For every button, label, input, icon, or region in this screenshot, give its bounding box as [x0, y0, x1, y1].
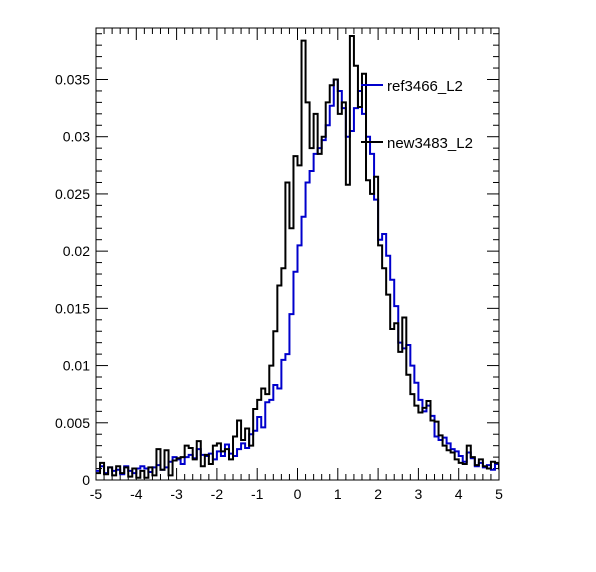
x-tick-label: -4 — [130, 486, 143, 502]
y-tick-label: 0 — [82, 472, 90, 488]
x-tick-labels: -5 -4 -3 -2 -1 0 1 2 3 4 5 — [90, 486, 503, 502]
x-tick-label: -1 — [251, 486, 264, 502]
y-tick-label: 0.03 — [63, 129, 90, 145]
x-tick-label: 3 — [415, 486, 423, 502]
y-tick-label: 0.035 — [55, 71, 90, 87]
series-line-1 — [96, 35, 499, 479]
x-tick-label: 1 — [334, 486, 342, 502]
x-tick-label: -2 — [211, 486, 224, 502]
y-tick-label: 0.025 — [55, 186, 90, 202]
legend-label-new: new3483_L2 — [387, 135, 473, 152]
y-tick-label: 0.005 — [55, 415, 90, 431]
legend: ref3466_L2 new3483_L2 — [361, 78, 473, 152]
series-layer — [96, 35, 499, 479]
y-tick-label: 0.01 — [63, 358, 90, 374]
x-tick-label: 2 — [374, 486, 382, 502]
legend-label-ref: ref3466_L2 — [387, 78, 463, 95]
x-tick-label: 0 — [294, 486, 302, 502]
y-tick-labels: 0 0.005 0.01 0.015 0.02 0.025 0.03 0.035 — [55, 71, 90, 488]
x-tick-label: -5 — [90, 486, 103, 502]
y-tick-label: 0.015 — [55, 300, 90, 316]
axis-ticks — [95, 28, 500, 481]
x-tick-label: -3 — [170, 486, 183, 502]
x-tick-label: 5 — [495, 486, 503, 502]
x-tick-label: 4 — [455, 486, 463, 502]
y-tick-label: 0.02 — [63, 243, 90, 259]
